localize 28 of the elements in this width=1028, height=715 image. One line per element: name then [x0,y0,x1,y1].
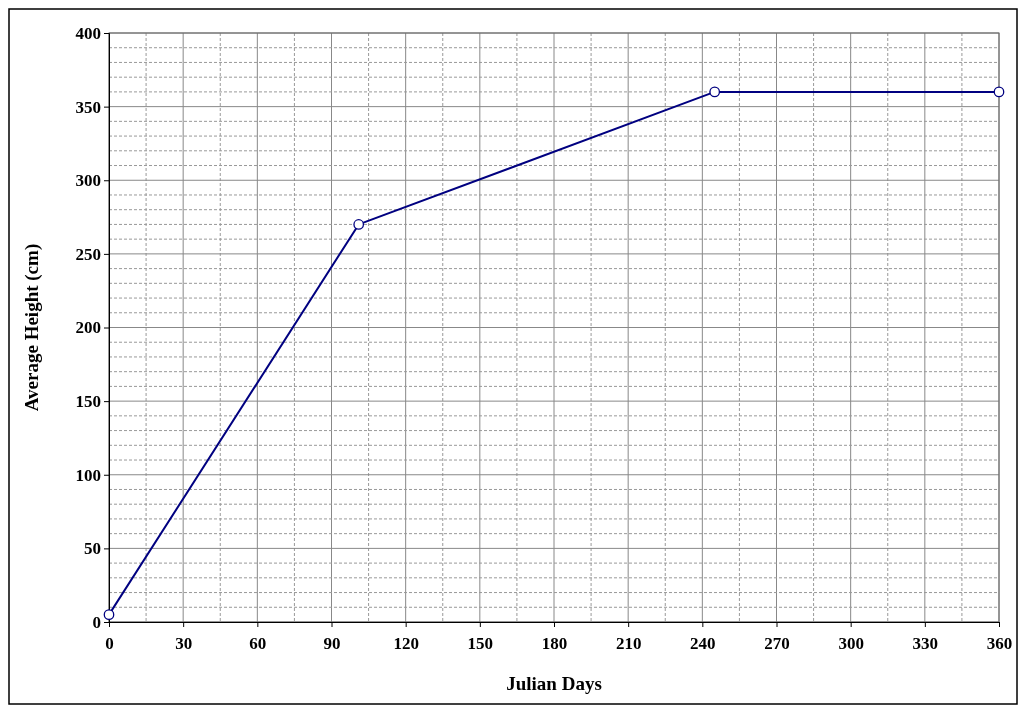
x-tick-label: 330 [912,633,939,653]
y-tick-label: 50 [84,539,101,559]
x-axis-title: Julian Days [506,673,602,694]
y-axis-title: Average Height (cm) [21,243,43,412]
point [353,219,365,230]
y-tick-label: 250 [75,244,101,264]
point [993,86,1005,98]
y-tick-label: 400 [75,23,101,43]
x-tick-label: 300 [838,633,864,653]
x-tick-label: 60 [249,633,267,653]
x-tick-label: 180 [541,633,568,653]
y-tick-label: 100 [75,465,101,485]
point [103,609,115,620]
x-tick-label: 210 [615,633,642,653]
y-tick-label: 200 [75,318,101,338]
y-tick-label: 350 [75,97,101,117]
y-tick-label: 0 [92,612,101,632]
x-tick-label: 360 [986,633,1013,653]
y-tick-label: 150 [75,392,101,412]
x-tick-label: 90 [323,633,341,653]
x-tick-label: 150 [467,633,494,653]
x-tick-label: 0 [105,633,114,653]
x-tick-label: 30 [175,633,193,653]
point [709,86,721,98]
y-tick-label: 300 [75,171,101,191]
x-tick-label: 120 [393,633,419,653]
x-tick-label: 270 [764,633,790,653]
x-tick-label: 240 [690,633,716,653]
